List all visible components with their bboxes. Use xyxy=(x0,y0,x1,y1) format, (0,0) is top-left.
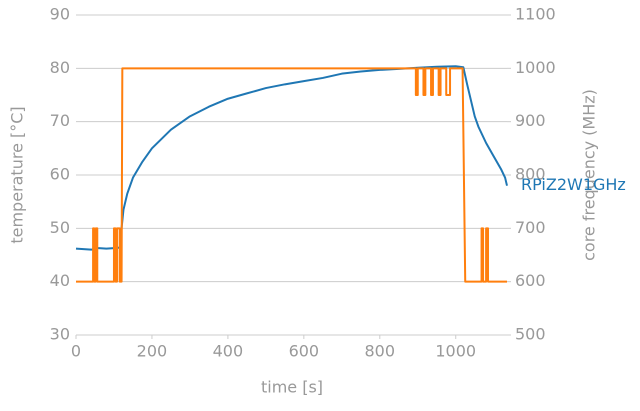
y2-tick-label: 1100 xyxy=(515,5,556,24)
x-tick-label: 0 xyxy=(71,342,81,361)
x-tick-label: 600 xyxy=(289,342,320,361)
series-line xyxy=(75,65,508,251)
y-tick-label: 80 xyxy=(50,58,70,77)
x-tick-label: 200 xyxy=(137,342,168,361)
y-tick-label: 70 xyxy=(50,111,70,130)
series-label: RPiZ2W1GHz xyxy=(521,175,626,194)
y2-tick-label: 600 xyxy=(515,271,546,290)
x-tick-label: 400 xyxy=(213,342,244,361)
y2-axis-label: core frequency (MHz) xyxy=(580,89,599,261)
y-tick-label: 30 xyxy=(50,325,70,344)
y2-tick-label: 800 xyxy=(515,165,546,184)
y-tick-label: 40 xyxy=(50,271,70,290)
y2-tick-label: 1000 xyxy=(515,58,556,77)
y-axis-label: temperature [°C] xyxy=(8,106,27,243)
x-axis-label: time [s] xyxy=(261,378,323,397)
series-line xyxy=(76,67,507,283)
y-tick-label: 90 xyxy=(50,5,70,24)
y-tick-label: 60 xyxy=(50,165,70,184)
y2-tick-label: 500 xyxy=(515,325,546,344)
x-tick-label: 1000 xyxy=(435,342,476,361)
x-tick-label: 800 xyxy=(365,342,396,361)
y-tick-label: 50 xyxy=(50,218,70,237)
y2-tick-label: 700 xyxy=(515,218,546,237)
y2-tick-label: 900 xyxy=(515,111,546,130)
